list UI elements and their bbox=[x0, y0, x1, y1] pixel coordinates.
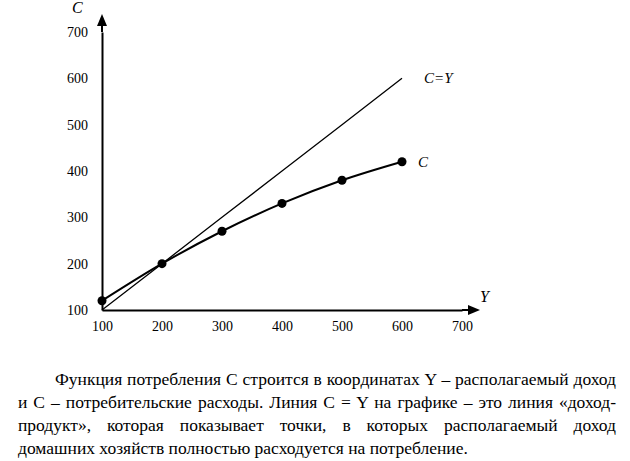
chart: 100 200 300 400 500 600 700 100 200 300 400 500 600 7… bbox=[0, 0, 630, 365]
plot-area bbox=[98, 78, 407, 310]
tick-label: 400 bbox=[67, 164, 88, 179]
axis-line bbox=[103, 310, 463, 312]
x-axis: 100 200 300 400 500 600 700 bbox=[92, 310, 473, 334]
series-labels: C=Y C bbox=[418, 70, 454, 169]
marker bbox=[98, 296, 107, 305]
tick-label: 400 bbox=[272, 319, 293, 334]
y-axis: 100 200 300 400 500 600 700 bbox=[67, 25, 103, 318]
tick: 200 bbox=[67, 257, 102, 272]
tick: 700 bbox=[67, 25, 102, 40]
tick-label: 100 bbox=[67, 303, 88, 318]
tick: 400 bbox=[67, 164, 102, 179]
tick: 400 bbox=[272, 310, 293, 334]
tick-label: 300 bbox=[212, 319, 233, 334]
tick-label: 700 bbox=[67, 25, 88, 40]
tick-label: 600 bbox=[392, 319, 413, 334]
tick: 600 bbox=[392, 310, 413, 334]
tick-label: 500 bbox=[332, 319, 353, 334]
marker bbox=[338, 176, 347, 185]
tick: 300 bbox=[212, 310, 233, 334]
tick-label: 200 bbox=[152, 319, 173, 334]
marker bbox=[398, 157, 407, 166]
tick: 500 bbox=[67, 118, 102, 133]
marker bbox=[158, 259, 167, 268]
axis-arrow bbox=[468, 305, 480, 315]
axis-line bbox=[102, 33, 104, 311]
tick-label: 700 bbox=[452, 319, 473, 334]
tick: 200 bbox=[152, 310, 173, 334]
tick-label: 200 bbox=[67, 257, 88, 272]
series-label: C bbox=[418, 154, 429, 170]
series-label: C=Y bbox=[424, 70, 454, 86]
series-line bbox=[102, 162, 402, 301]
tick: 600 bbox=[67, 71, 102, 86]
tick-label: 500 bbox=[67, 118, 88, 133]
axis-title: Y bbox=[480, 288, 491, 305]
series-line bbox=[102, 78, 402, 310]
tick: 100 bbox=[92, 310, 113, 334]
axis-arrows bbox=[97, 14, 480, 315]
caption: Функция потребления C строится в координ… bbox=[18, 368, 616, 460]
axis-title: C bbox=[72, 0, 83, 16]
marker bbox=[278, 199, 287, 208]
tick-label: 600 bbox=[67, 71, 88, 86]
tick: 500 bbox=[332, 310, 353, 334]
axis-arrow bbox=[97, 14, 107, 26]
marker bbox=[218, 227, 227, 236]
tick: 100 bbox=[67, 303, 102, 318]
tick-label: 100 bbox=[92, 319, 113, 334]
tick-label: 300 bbox=[67, 210, 88, 225]
tick: 300 bbox=[67, 210, 102, 225]
